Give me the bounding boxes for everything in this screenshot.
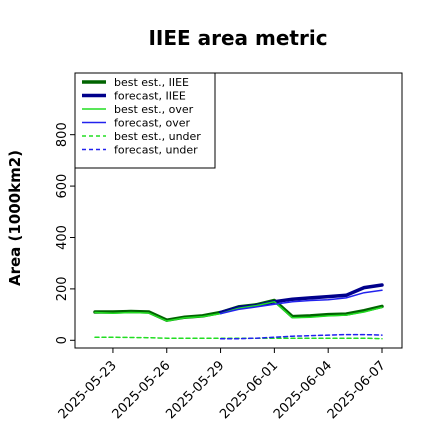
chart-title: IIEE area metric (148, 26, 327, 50)
y-tick-label: 400 (55, 225, 70, 250)
plot-area (93, 283, 384, 340)
series-line-2 (94, 300, 383, 322)
series-line-0 (93, 298, 384, 322)
legend-label: best est., under (114, 130, 201, 143)
series-line-5 (219, 333, 383, 340)
y-tick-label: 800 (55, 122, 70, 147)
legend-label: best est., IIEE (114, 76, 189, 89)
y-tick-label: 0 (55, 336, 70, 344)
legend-box (74, 72, 216, 169)
series-line-3 (219, 289, 383, 315)
x-tick-label: 2025-06-07 (325, 358, 389, 422)
legend-label: forecast, under (114, 144, 198, 157)
plot-frame (74, 72, 403, 349)
y-axis-label: Area (1000km2) (6, 150, 24, 286)
y-tick-label: 600 (55, 174, 70, 199)
legend-label: forecast, over (114, 117, 190, 130)
legend-label: forecast, IIEE (114, 90, 186, 103)
y-tick-label: 200 (55, 276, 70, 301)
legend-label: best est., over (114, 103, 194, 116)
